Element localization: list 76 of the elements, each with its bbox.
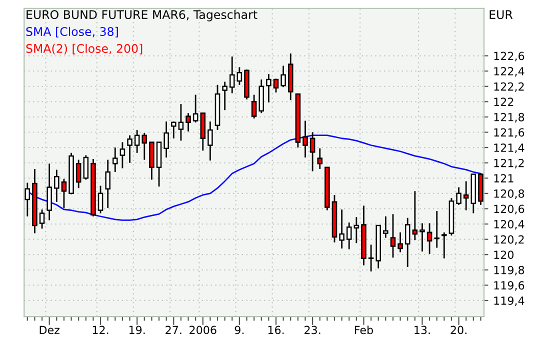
candlestick — [134, 129, 140, 154]
candlestick — [280, 65, 286, 88]
candlestick — [76, 159, 82, 189]
y-tick-label: 122,4 — [494, 67, 524, 77]
candlestick — [302, 120, 308, 158]
y-tick-label: 119,8 — [494, 266, 524, 276]
candlestick — [83, 154, 89, 180]
x-tick-label: 16. — [268, 326, 284, 334]
x-tick-label: Dez — [40, 326, 60, 334]
candlestick — [54, 169, 60, 203]
candlestick — [251, 94, 257, 120]
y-tick-label: 122 — [494, 98, 514, 106]
y-tick-label: 122,6 — [494, 52, 524, 62]
candlestick — [142, 132, 148, 160]
candlestick — [426, 222, 432, 255]
candlestick — [178, 103, 184, 142]
y-tick-label: 119,6 — [494, 281, 524, 291]
x-tick-label: 23. — [304, 326, 320, 334]
candlestick — [171, 120, 176, 140]
candlestick — [105, 159, 110, 209]
y-tick-label: 122,2 — [494, 82, 524, 92]
candlestick — [463, 180, 469, 211]
x-tick-label: 19. — [129, 326, 145, 334]
y-tick-label: 120,8 — [494, 189, 524, 199]
candlestick — [192, 94, 198, 124]
x-tick-label: 20. — [450, 326, 466, 334]
candlestick — [456, 186, 462, 206]
candlestick — [39, 208, 45, 230]
y-tick-label: 121,2 — [494, 158, 524, 168]
candlestick — [236, 66, 242, 86]
candlestick — [346, 222, 352, 250]
candlestick — [208, 120, 213, 162]
y-tick-label: 119,4 — [494, 296, 524, 306]
candlestick — [383, 216, 388, 238]
y-tick-label: 121,8 — [494, 112, 524, 122]
x-tick-label: 13. — [414, 326, 430, 334]
x-tick-label: 27. — [166, 326, 182, 334]
candlestick — [222, 81, 228, 111]
candlestick — [420, 222, 425, 252]
candlestick — [442, 232, 447, 260]
candlestick — [339, 208, 344, 250]
candlestick — [310, 132, 316, 172]
x-tick-label: 12. — [92, 326, 108, 334]
candlestick — [98, 185, 104, 214]
legend-label: SMA(2) [Close, 200] — [26, 44, 142, 54]
candlestick — [368, 244, 374, 272]
y-tick-label: 121,4 — [494, 144, 524, 154]
y-axis-title: EUR — [490, 10, 513, 20]
candlestick — [61, 178, 67, 209]
candlestick — [112, 146, 118, 173]
candlestick — [229, 56, 235, 94]
candlestick — [266, 73, 272, 104]
text: SMA [Close, 38] — [26, 26, 118, 38]
candlestick — [186, 112, 191, 132]
y-tick-label: 120,6 — [494, 204, 524, 214]
candlestick — [412, 190, 418, 241]
candlestick — [404, 217, 410, 268]
candlestick — [317, 148, 322, 170]
candlestick — [398, 232, 403, 254]
x-tick-label: 9. — [234, 326, 244, 334]
y-tick-label: 120,4 — [494, 220, 524, 230]
x-tick-label: Feb — [354, 326, 373, 334]
y-tick-label: 120,2 — [494, 235, 524, 245]
candlestick — [120, 142, 126, 169]
candlestick — [354, 216, 360, 244]
candlestick — [164, 120, 169, 158]
candlestick — [46, 162, 52, 221]
y-tick-label: 121 — [494, 174, 514, 182]
candlestick — [127, 134, 132, 164]
candlestick — [390, 213, 396, 258]
y-tick-label: 120 — [494, 250, 514, 259]
candlestick — [434, 210, 440, 248]
y-tick-label: 121,6 — [494, 128, 524, 138]
candlestick — [273, 78, 279, 94]
x-tick-label: 2006 — [190, 326, 216, 334]
chart-title: EURO BUND FUTURE MAR6, Tageschart — [26, 10, 258, 22]
